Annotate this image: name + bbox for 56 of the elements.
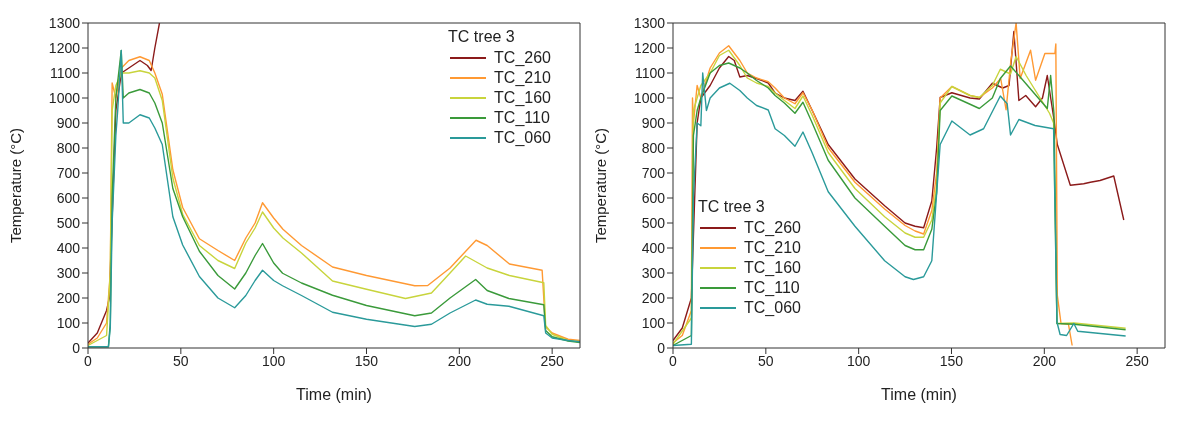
y-tick-label: 600 — [56, 189, 81, 206]
legend-label: TC_160 — [494, 89, 551, 107]
y-tick-label: 1200 — [633, 39, 666, 56]
y-tick-label: 700 — [56, 164, 81, 181]
x-tick-label: 0 — [84, 352, 93, 369]
x-axis-title: Time (min) — [296, 386, 372, 403]
x-tick-label: 150 — [939, 352, 964, 369]
y-tick-label: 200 — [56, 289, 81, 306]
y-axis-title: Temperature (°C) — [592, 127, 610, 244]
y-tick-label: 200 — [641, 289, 666, 306]
x-tick-label: 100 — [846, 352, 871, 369]
x-tick-label: 150 — [354, 352, 379, 369]
y-tick-label: 0 — [657, 339, 666, 356]
x-axis-title: Time (min) — [881, 386, 957, 403]
x-tick-label: 200 — [447, 352, 472, 369]
legend-label: TC_160 — [744, 259, 801, 277]
y-tick-label: 1000 — [633, 89, 666, 106]
y-tick-label: 900 — [56, 114, 81, 131]
x-tick-label: 200 — [1032, 352, 1057, 369]
legend-label: TC_110 — [494, 109, 550, 127]
y-tick-label: 1100 — [634, 64, 666, 81]
y-tick-label: 100 — [56, 314, 81, 331]
legend-label: TC_060 — [744, 299, 801, 317]
y-tick-label: 100 — [641, 314, 666, 331]
x-tick-label: 0 — [669, 352, 678, 369]
y-tick-label: 600 — [641, 189, 666, 206]
y-axis-title: Temperature (°C) — [7, 127, 25, 244]
legend-label: TC_210 — [494, 69, 551, 87]
y-tick-label: 800 — [641, 139, 666, 156]
y-tick-label: 500 — [56, 214, 81, 231]
y-tick-label: 1200 — [48, 39, 81, 56]
legend-label: TC_260 — [744, 219, 801, 237]
x-tick-label: 50 — [173, 352, 189, 369]
y-tick-label: 500 — [641, 214, 666, 231]
y-tick-label: 900 — [641, 114, 666, 131]
x-tick-label: 250 — [540, 352, 565, 369]
legend-title: TC tree 3 — [698, 198, 766, 216]
y-tick-label: 0 — [72, 339, 81, 356]
legend-title: TC tree 3 — [448, 28, 516, 46]
y-tick-label: 1300 — [633, 14, 666, 31]
legend-label: TC_110 — [744, 279, 800, 297]
y-tick-label: 700 — [641, 164, 666, 181]
x-tick-label: 250 — [1125, 352, 1150, 369]
y-tick-label: 800 — [56, 139, 81, 156]
y-tick-label: 300 — [56, 264, 81, 281]
y-tick-label: 1100 — [49, 64, 81, 81]
legend-label: TC_060 — [494, 129, 551, 147]
y-tick-label: 1300 — [48, 14, 81, 31]
y-tick-label: 1000 — [48, 89, 81, 106]
legend-label: TC_210 — [744, 239, 801, 257]
x-tick-label: 50 — [758, 352, 774, 369]
y-tick-label: 400 — [641, 239, 666, 256]
y-tick-label: 300 — [641, 264, 666, 281]
legend-label: TC_260 — [494, 49, 551, 67]
y-tick-label: 400 — [56, 239, 81, 256]
x-tick-label: 100 — [261, 352, 286, 369]
